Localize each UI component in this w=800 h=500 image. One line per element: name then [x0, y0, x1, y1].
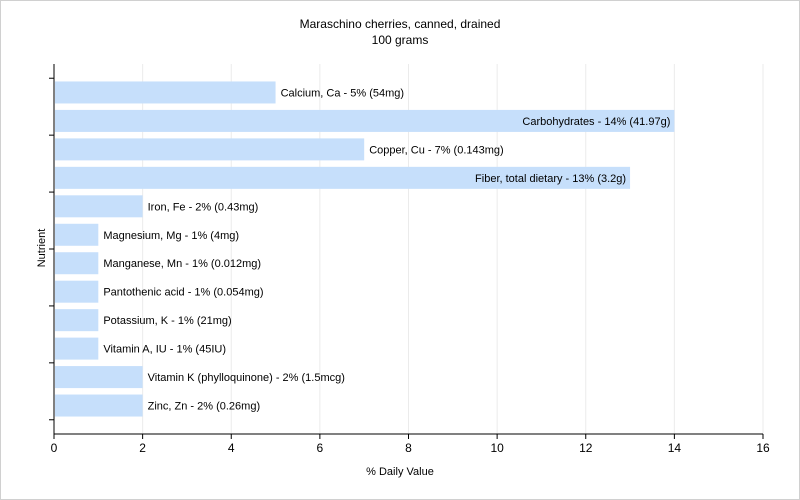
bar	[55, 223, 99, 246]
bar-label: Vitamin A, IU - 1% (45IU)	[103, 344, 226, 356]
bar	[55, 366, 143, 389]
bar-label: Magnesium, Mg - 1% (4mg)	[103, 230, 239, 242]
bar	[55, 81, 276, 104]
x-tick-label: 10	[490, 441, 504, 455]
bar-label: Zinc, Zn - 2% (0.26mg)	[148, 401, 260, 413]
bar-label: Potassium, K - 1% (21mg)	[103, 315, 231, 327]
bar-label: Manganese, Mn - 1% (0.012mg)	[103, 258, 261, 270]
bar	[55, 195, 143, 218]
bar	[55, 166, 631, 189]
bar	[55, 109, 675, 132]
bar	[55, 252, 99, 275]
x-tick-label: 2	[139, 441, 146, 455]
bar-label: Calcium, Ca - 5% (54mg)	[281, 87, 404, 99]
bar	[55, 280, 99, 303]
bar	[55, 394, 143, 417]
bar-label: Copper, Cu - 7% (0.143mg)	[369, 144, 504, 156]
chart-subtitle: 100 grams	[371, 33, 429, 47]
x-tick-label: 4	[228, 441, 235, 455]
bar-label: Pantothenic acid - 1% (0.054mg)	[103, 287, 263, 299]
bar-label: Carbohydrates - 14% (41.97g)	[522, 116, 670, 128]
bar-label: Fiber, total dietary - 13% (3.2g)	[475, 173, 626, 185]
chart-title-block: Maraschino cherries, canned, drained 100…	[0, 16, 800, 48]
bar	[55, 138, 365, 161]
bar-label: Iron, Fe - 2% (0.43mg)	[148, 201, 259, 213]
x-tick-label: 14	[668, 441, 682, 455]
bar-label: Vitamin K (phylloquinone) - 2% (1.5mcg)	[148, 372, 345, 384]
x-tick-label: 8	[405, 441, 412, 455]
bar	[55, 309, 99, 332]
x-tick-label: 0	[51, 441, 58, 455]
x-tick-label: 16	[756, 441, 770, 455]
x-axis-label: % Daily Value	[366, 466, 434, 478]
bar	[55, 337, 99, 360]
x-tick-label: 6	[317, 441, 324, 455]
x-tick-label: 12	[579, 441, 593, 455]
chart-title: Maraschino cherries, canned, drained	[299, 17, 501, 31]
